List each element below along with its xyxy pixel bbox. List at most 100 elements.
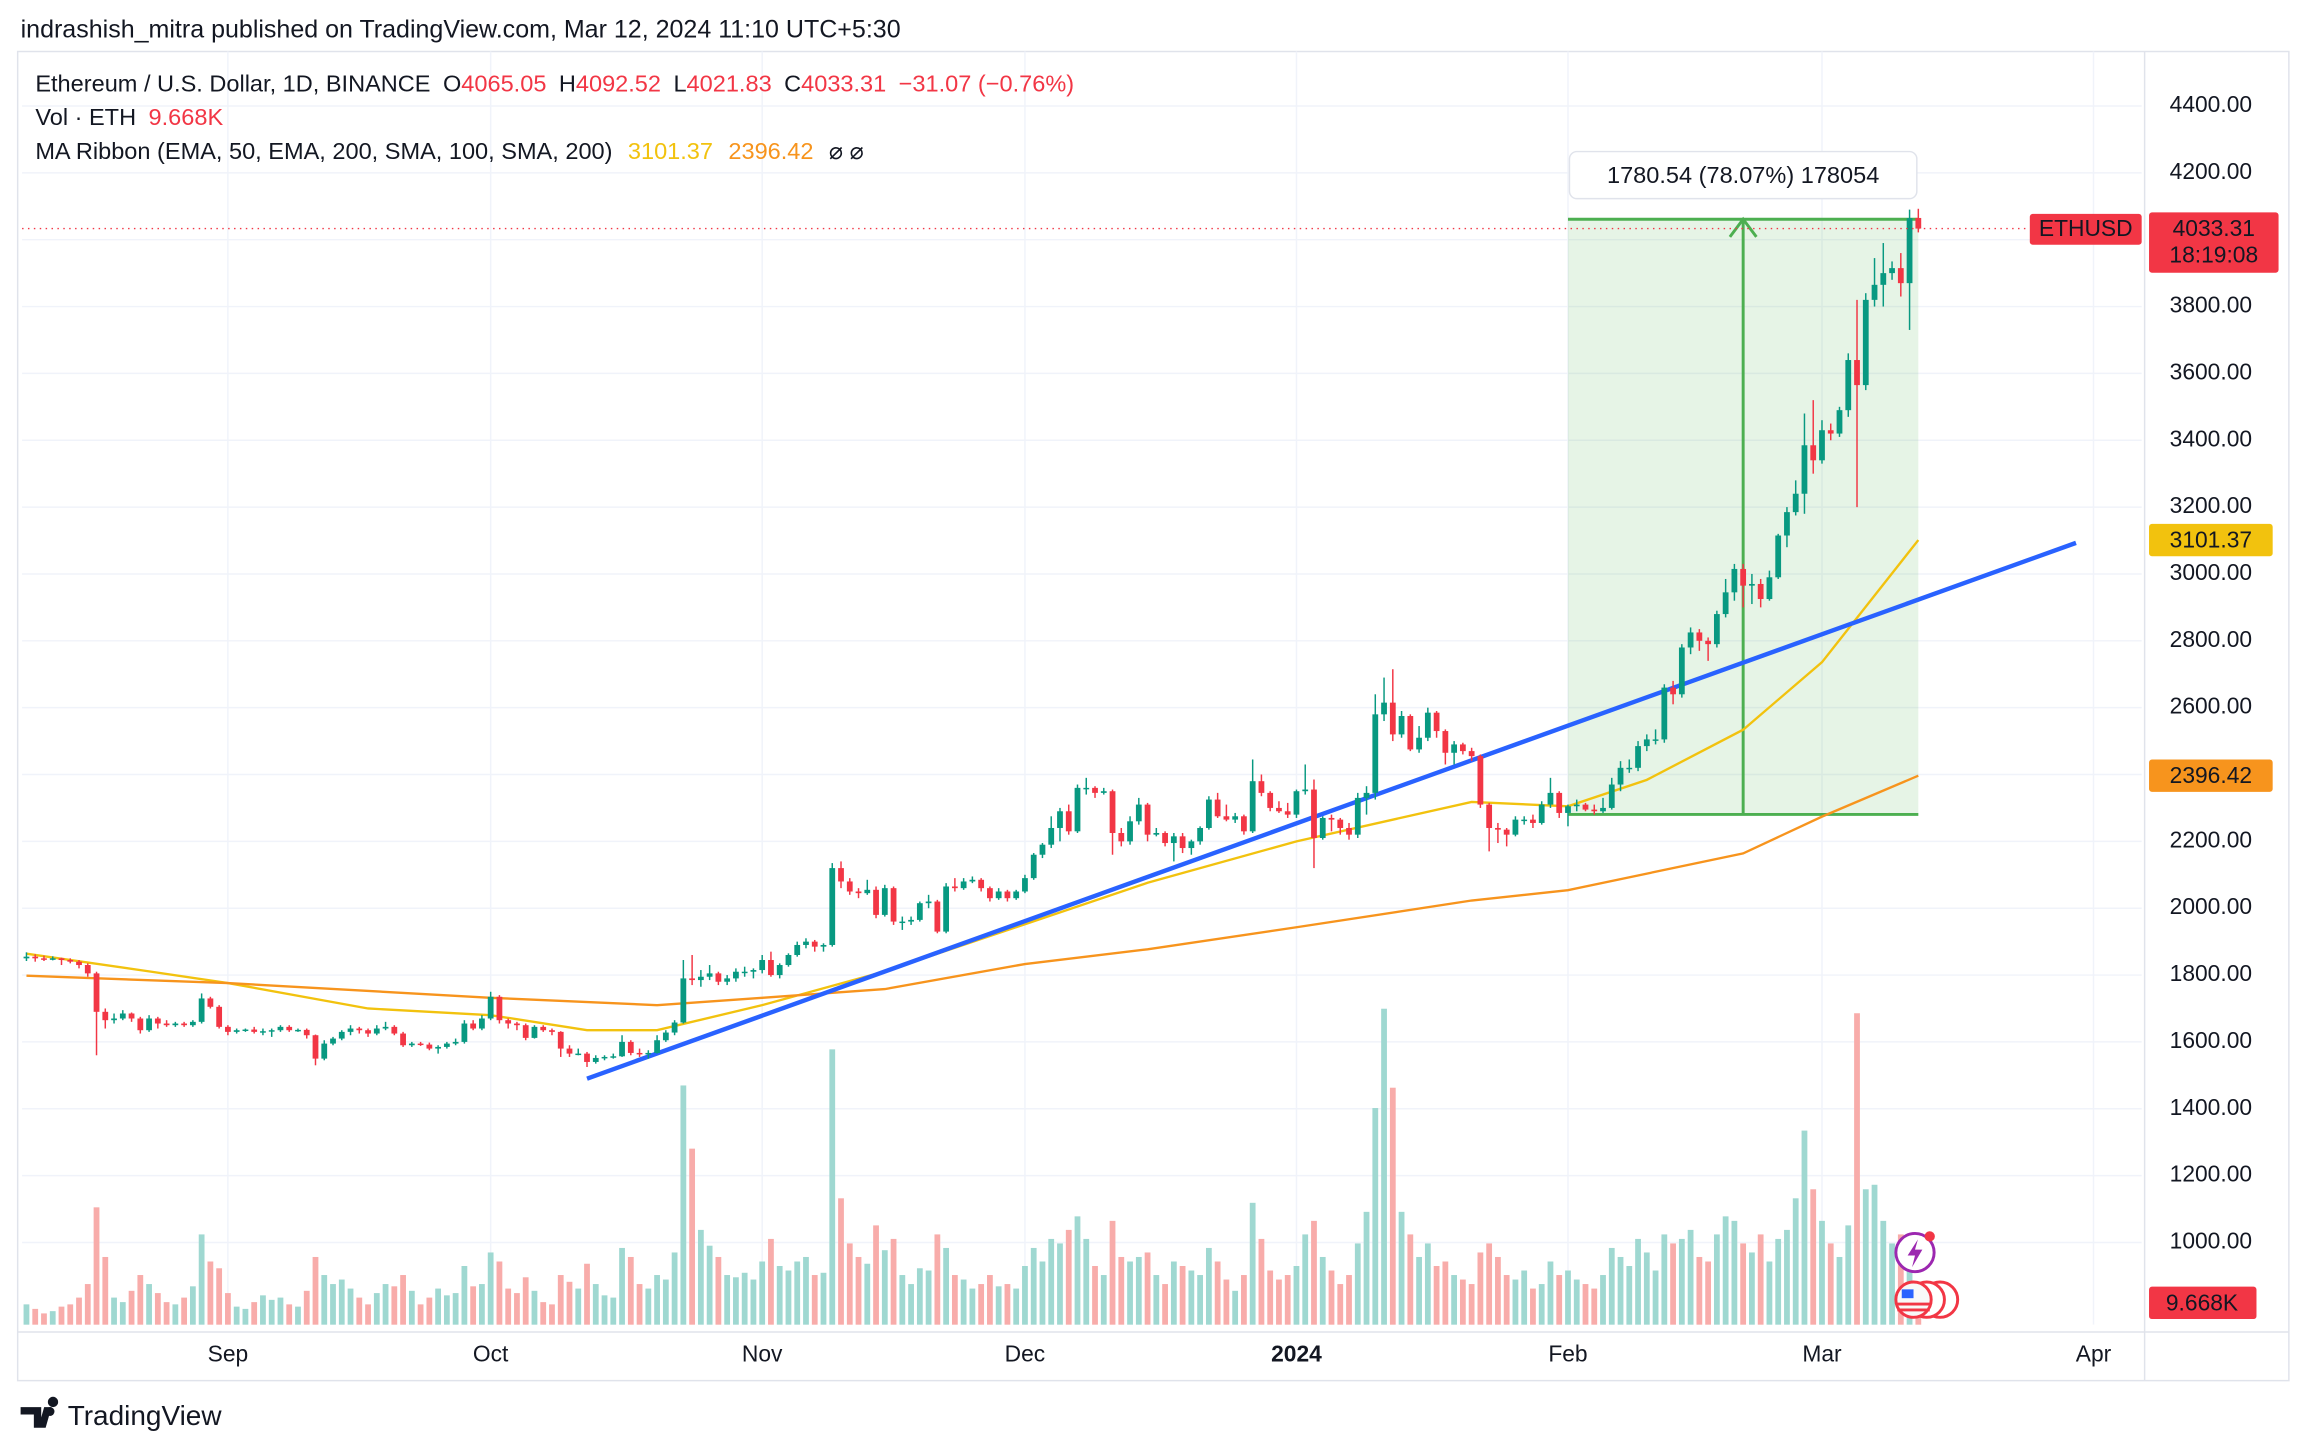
volume-bar [733, 1277, 739, 1325]
candle-body [1889, 268, 1895, 274]
volume-bar [1267, 1270, 1274, 1325]
volume-bar [1241, 1275, 1247, 1325]
label-layer: 1000.00 1200.00 1400.00 1600.00 1800.00 2000.… [208, 91, 2279, 1367]
candle-body [662, 1032, 669, 1041]
y-tick-label: 4200.00 [2170, 158, 2252, 184]
volume-bar [242, 1308, 249, 1325]
candle-body [1477, 756, 1484, 805]
candle-body [1328, 817, 1335, 820]
candle-body [1845, 360, 1852, 411]
measure-label-box [1568, 150, 1918, 200]
candle-body [1337, 819, 1344, 828]
candle-body [382, 1026, 389, 1029]
volume-bar [1293, 1266, 1300, 1325]
volume-bar [671, 1252, 678, 1325]
volume-bar [505, 1288, 512, 1325]
candle-body [1389, 702, 1396, 735]
candle-body [181, 1023, 188, 1026]
candle-body [1276, 807, 1282, 812]
candle-body [1197, 827, 1204, 842]
volume-bar [1670, 1243, 1676, 1325]
volume-bar [1424, 1243, 1431, 1325]
candle-body [829, 868, 836, 945]
volume-bar [960, 1279, 967, 1325]
candle-body [1819, 430, 1825, 461]
volume-bar [1819, 1220, 1825, 1325]
y-tick-label: 2000.00 [2170, 893, 2252, 919]
candle-body [1696, 632, 1703, 641]
candle-body [1854, 360, 1860, 386]
price-tag-text: 4033.31 [2173, 215, 2255, 241]
candle-body [338, 1031, 345, 1039]
volume-bar [1530, 1288, 1536, 1325]
candle-body [1109, 791, 1116, 833]
volume-bar [146, 1284, 152, 1325]
y-tick-label: 3400.00 [2170, 425, 2252, 451]
candle-body [303, 1029, 310, 1036]
volume-bar [1389, 1087, 1396, 1325]
candle-body [1258, 781, 1265, 793]
candle-body [1135, 804, 1142, 822]
candle-body [1827, 430, 1834, 434]
volume-bar [1118, 1256, 1125, 1325]
candle-body [84, 965, 91, 974]
volume-bar [1144, 1252, 1151, 1325]
volume-bar [452, 1293, 459, 1325]
volume-bar [724, 1275, 731, 1325]
y-tick-label: 4400.00 [2170, 91, 2252, 117]
flag-icon[interactable] [1894, 1280, 1933, 1319]
volume-bar [1284, 1275, 1291, 1325]
ma-tag [2149, 759, 2273, 792]
volume-bar [137, 1275, 144, 1325]
candle-body [575, 1053, 582, 1056]
volume-bar [23, 1304, 30, 1325]
volume-bar [540, 1302, 547, 1325]
candle-body [1302, 789, 1309, 792]
volume-bar [531, 1290, 538, 1325]
volume-bar [1521, 1270, 1528, 1325]
volume-bar [592, 1284, 599, 1325]
candle-body [172, 1023, 179, 1026]
volume-bar [216, 1268, 223, 1325]
candle-body [1381, 702, 1387, 715]
candle-body [916, 903, 923, 920]
volume-bar [1897, 1234, 1904, 1325]
candle-body [479, 1018, 485, 1029]
candle-body [119, 1013, 126, 1019]
volume-bar [1022, 1266, 1028, 1325]
candle-body [557, 1031, 564, 1049]
volume-bar [321, 1275, 328, 1325]
volume-bar [1845, 1225, 1852, 1325]
volume-bar [1713, 1234, 1720, 1325]
volume-bar [636, 1284, 643, 1325]
volume-bar [916, 1268, 923, 1325]
candle-body [146, 1018, 152, 1031]
volume-bar [233, 1306, 240, 1325]
candle-body [102, 1011, 109, 1021]
volume-bar [1775, 1238, 1782, 1325]
volume-bar [435, 1288, 442, 1325]
candle-body [1643, 739, 1650, 747]
volume-bar [1092, 1266, 1098, 1325]
x-tick-label: Oct [473, 1341, 509, 1367]
volume-bar [697, 1229, 704, 1325]
volume-bar [1074, 1216, 1081, 1325]
footer-brand: TradingView [68, 1400, 223, 1431]
candle-body [969, 879, 976, 882]
volume-bar [303, 1290, 310, 1325]
symbol-tag-text: ETHUSD [2039, 215, 2133, 241]
volume-bar [741, 1272, 748, 1325]
candle-body [1030, 854, 1037, 879]
candle-body [750, 970, 757, 972]
volume-bar [978, 1284, 985, 1325]
volume-bar [1100, 1275, 1107, 1325]
volume-bar [995, 1286, 1002, 1325]
candle-body [1284, 811, 1291, 815]
volume-bar [522, 1277, 529, 1325]
candle-body [838, 868, 844, 882]
candle-body [207, 998, 214, 1007]
candle-body [627, 1041, 634, 1053]
volume-bar [759, 1261, 766, 1325]
candle-body [1022, 878, 1028, 892]
candle-body [347, 1028, 354, 1032]
